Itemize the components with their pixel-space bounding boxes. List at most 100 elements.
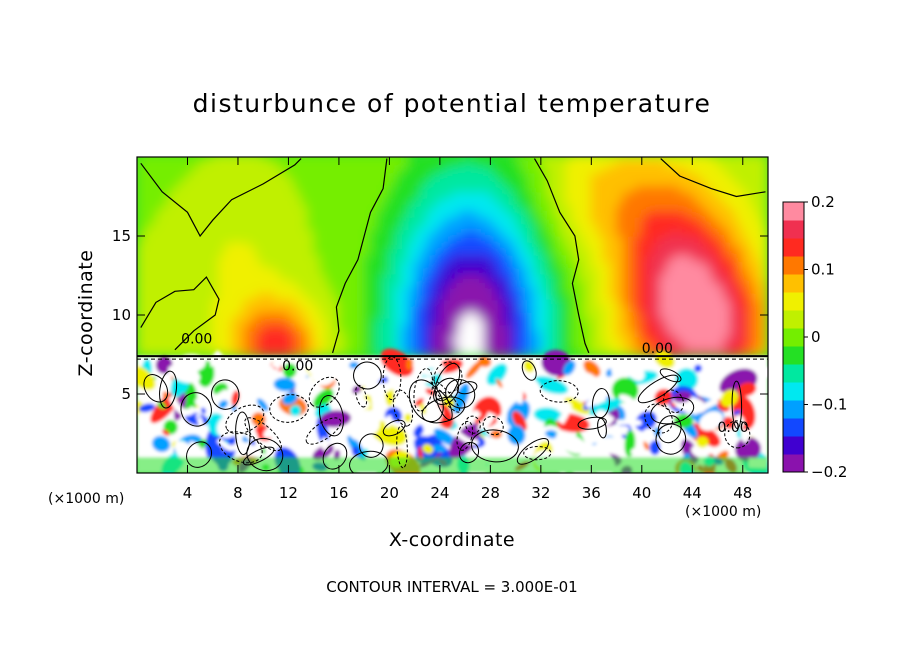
field-cell [540, 260, 548, 269]
field-cell [338, 298, 346, 307]
field-cell [426, 203, 435, 212]
field-cell [483, 305, 491, 313]
x-tick-label: 8 [233, 484, 243, 502]
field-cell [357, 210, 365, 218]
field-cell [660, 159, 668, 167]
field-cell [414, 279, 422, 288]
field-cell [180, 157, 188, 161]
field-cell [502, 305, 510, 313]
field-cell [262, 159, 271, 167]
field-cell [395, 273, 403, 281]
field-cell [653, 342, 662, 351]
field-cell [754, 191, 763, 199]
field-cell [698, 292, 706, 300]
field-cell [218, 216, 226, 224]
field-cell [306, 216, 315, 224]
field-cell [754, 229, 763, 237]
field-cell [401, 248, 409, 256]
field-cell [319, 184, 327, 193]
field-cell [464, 292, 472, 300]
field-cell [698, 342, 706, 351]
field-cell [199, 235, 207, 243]
field-cell [496, 349, 504, 357]
field-cell [552, 336, 561, 344]
field-cell [325, 317, 334, 325]
field-cell [534, 172, 542, 180]
field-cell [590, 222, 599, 231]
field-cell [325, 254, 334, 262]
field-cell [489, 178, 498, 186]
field-cell [281, 273, 289, 281]
field-cell [137, 317, 144, 325]
field-cell [180, 172, 188, 180]
field-cell [717, 210, 725, 218]
field-cell [559, 203, 567, 212]
field-cell [616, 305, 624, 313]
field-cell [174, 229, 182, 237]
field-cell [395, 267, 403, 275]
field-cell [433, 260, 441, 269]
field-cell [243, 203, 252, 212]
field-cell [672, 305, 681, 313]
lower-contour [724, 420, 751, 449]
field-cell [723, 210, 731, 218]
field-cell [224, 235, 233, 243]
field-cell [199, 279, 207, 288]
field-cell [186, 292, 195, 300]
field-cell [527, 260, 536, 269]
field-cell [407, 305, 416, 313]
field-cell [287, 159, 296, 167]
field-cell [603, 305, 611, 313]
field-cell [723, 311, 731, 319]
field-cell [407, 342, 416, 351]
field-cell [357, 317, 365, 325]
field-cell [622, 172, 630, 180]
field-cell [262, 248, 271, 256]
field-cell [414, 178, 422, 186]
field-cell [584, 197, 592, 205]
field-cell [407, 279, 416, 288]
field-cell [489, 197, 498, 205]
field-cell [502, 254, 510, 262]
field-cell [395, 216, 403, 224]
field-cell [534, 229, 542, 237]
field-cell [742, 210, 750, 218]
field-cell [445, 298, 453, 307]
field-cell [426, 248, 435, 256]
field-cell [622, 229, 630, 237]
field-cell [735, 184, 744, 193]
field-cell [489, 184, 498, 193]
lower-contour [456, 381, 478, 395]
field-cell [559, 336, 567, 344]
field-cell [641, 197, 649, 205]
field-cell [527, 298, 536, 307]
field-cell [212, 159, 220, 167]
field-cell [748, 241, 756, 250]
field-cell [477, 330, 485, 338]
field-cell [250, 330, 258, 338]
field-cell [212, 172, 220, 180]
field-cell [653, 298, 662, 307]
field-cell [597, 273, 605, 281]
field-cell [376, 203, 384, 212]
field-cell [546, 157, 554, 161]
field-cell [609, 184, 618, 193]
field-cell [351, 165, 359, 174]
field-cell [433, 241, 441, 250]
field-cell [483, 349, 491, 357]
field-cell [597, 317, 605, 325]
field-cell [218, 305, 226, 313]
field-cell [407, 336, 416, 344]
field-cell [464, 279, 472, 288]
field-cell [622, 210, 630, 218]
field-cell [717, 235, 725, 243]
field-cell [224, 191, 233, 199]
field-cell [634, 222, 643, 231]
field-cell [464, 241, 472, 250]
field-cell [723, 305, 731, 313]
field-cell [679, 210, 687, 218]
field-cell [521, 222, 529, 231]
field-cell [281, 159, 289, 167]
field-cell [395, 254, 403, 262]
field-cell [616, 157, 624, 161]
